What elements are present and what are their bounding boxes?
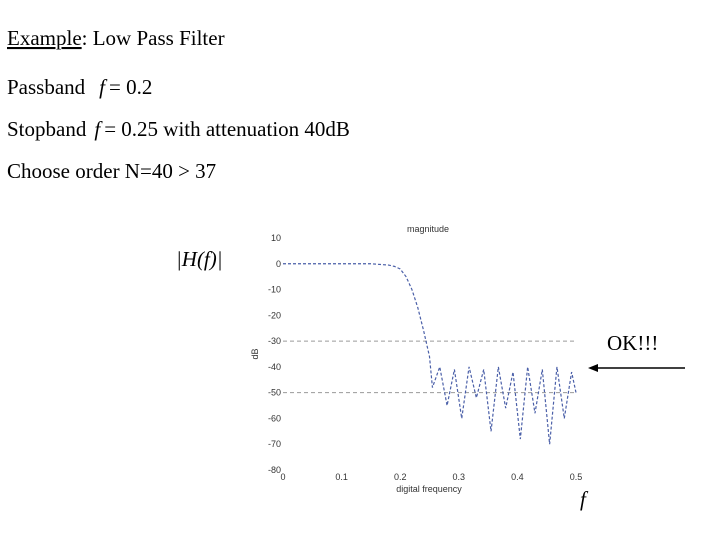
magnitude-curve [283, 263, 577, 445]
stopband-symbol: f [94, 117, 103, 141]
passband: Passband f = 0.2 [7, 75, 152, 99]
x-tick-label: 0.4 [511, 472, 524, 482]
heading: Example: Low Pass Filter [7, 26, 225, 50]
x-tick-label: 0.5 [570, 472, 583, 482]
y-axis-label: dB [250, 348, 260, 359]
x-axis-label: digital frequency [396, 484, 462, 494]
ok-note: OK!!! [607, 331, 658, 355]
chart-title: magnitude [407, 224, 449, 234]
passband-label: Passband [7, 75, 86, 99]
heading-rest: : Low Pass Filter [82, 26, 225, 50]
x-tick-label: 0.2 [394, 472, 407, 482]
heading-label: Example [7, 26, 82, 50]
y-tick-label: -20 [268, 310, 281, 320]
y-tick-label: -50 [268, 388, 281, 398]
frequency-symbol: f [580, 487, 589, 511]
x-tick-label: 0 [280, 472, 285, 482]
y-tick-label: -40 [268, 362, 281, 372]
y-tick-label: -80 [268, 465, 281, 475]
passband-symbol: f [99, 75, 108, 99]
x-tick-label: 0.3 [453, 472, 466, 482]
y-tick-label: -70 [268, 439, 281, 449]
y-tick-label: 10 [271, 233, 281, 243]
stopband-value: = 0.25 with attenuation 40dB [104, 117, 350, 141]
y-tick-label: -30 [268, 336, 281, 346]
x-tick-label: 0.1 [335, 472, 348, 482]
passband-value: = 0.2 [109, 75, 152, 99]
y-tick-label: -60 [268, 413, 281, 423]
stopband-label: Stopband [7, 117, 87, 141]
magnitude-symbol: |H(f)| [176, 247, 223, 271]
y-tick-label: -10 [268, 285, 281, 295]
arrow-head [588, 364, 598, 372]
stopband: Stopband f = 0.25 with attenuation 40dB [7, 117, 350, 141]
order: Choose order N=40 > 37 [7, 159, 216, 183]
y-tick-label: 0 [276, 259, 281, 269]
